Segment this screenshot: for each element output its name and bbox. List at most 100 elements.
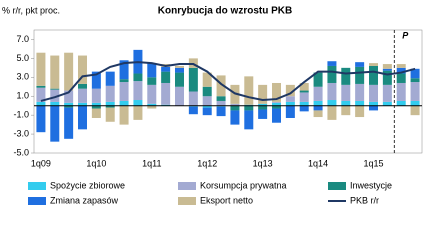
bar-segment: [382, 84, 392, 102]
bar-segment: [382, 70, 392, 85]
bar-segment: [202, 72, 212, 87]
bar-segment: [119, 100, 129, 106]
bar-segment: [355, 105, 365, 118]
bar-segment: [147, 84, 157, 104]
bar-segment: [50, 55, 60, 89]
bar-segment: [299, 90, 309, 93]
legend-label: Zmiana zapasów: [50, 195, 119, 205]
bar-segment: [105, 71, 115, 86]
bar-segment: [78, 102, 87, 106]
bar-segment: [258, 105, 268, 110]
bar-segment: [382, 68, 392, 71]
bar-segment: [285, 84, 295, 97]
bar-segment: [119, 82, 129, 101]
bar-segment: [230, 110, 240, 125]
bar-segment: [272, 102, 281, 106]
bar-segment: [355, 100, 365, 106]
y-tick-label: -3.0: [13, 128, 29, 138]
bar-segment: [327, 65, 337, 83]
legend-label: Eksport netto: [200, 195, 253, 205]
bar-segment: [369, 105, 378, 111]
y-tick-label: 3.0: [16, 72, 29, 82]
legend-label: Korsumpcja prywatna: [200, 180, 287, 190]
bar-segment: [285, 101, 295, 106]
bar-segment: [355, 83, 365, 101]
bar-segment: [36, 52, 46, 86]
bar-segment: [369, 63, 378, 66]
bar-segment: [64, 52, 74, 91]
bar-segment: [175, 72, 184, 87]
bar-segment: [64, 105, 74, 108]
bar-segment: [175, 86, 184, 106]
bar-segment: [313, 86, 323, 101]
bar-segment: [188, 67, 198, 92]
bar-segment: [410, 100, 420, 106]
legend-swatch: [28, 197, 46, 205]
bar-segment: [369, 84, 378, 102]
bar-segment: [188, 106, 198, 115]
legend-label: PKB r/r: [350, 195, 379, 205]
legend-swatch: [178, 197, 196, 205]
bar-segment: [410, 105, 420, 116]
bar-segment: [396, 64, 406, 68]
bar-segment: [230, 105, 240, 111]
bar-segment: [244, 105, 254, 111]
bar-segment: [396, 82, 406, 101]
bar-segment: [50, 101, 60, 106]
bar-segment: [341, 100, 351, 106]
bar-segment: [299, 105, 309, 112]
bar-segment: [161, 66, 171, 72]
bar-segment: [272, 82, 281, 102]
bar-segment: [161, 82, 171, 105]
chart: Konrybucja do wzrostu PKB % r/r, pkt pro…: [2, 5, 423, 205]
bar-segment: [147, 105, 157, 109]
bar-segment: [244, 76, 254, 105]
bar-segment: [64, 107, 74, 139]
bar-segment: [188, 91, 198, 106]
bar-segment: [91, 88, 101, 103]
bar-segment: [410, 82, 420, 101]
x-tick-label: 1q14: [308, 158, 328, 168]
bar-segment: [313, 110, 323, 118]
bar-segment: [369, 65, 378, 85]
bar-segment: [105, 107, 115, 122]
bar-segment: [105, 105, 115, 108]
bar-segment: [36, 101, 46, 106]
bar-segment: [369, 101, 378, 106]
y-tick-label: 7.0: [16, 34, 29, 44]
bar-segment: [285, 105, 295, 118]
bar-segment: [272, 105, 281, 109]
bar-segment: [133, 73, 143, 82]
bar-segment: [202, 105, 212, 108]
bar-segment: [341, 105, 351, 116]
bar-segment: [299, 92, 309, 102]
bar-segment: [216, 106, 226, 117]
bar-segment: [133, 81, 143, 101]
chart-title: Konrybucja do wzrostu PKB: [158, 6, 292, 17]
bar-segment: [299, 82, 309, 91]
bar-segment: [161, 71, 171, 83]
legend-label: Inwestycje: [350, 180, 392, 190]
bar-segment: [91, 102, 101, 106]
bar-segment: [36, 85, 46, 88]
x-tick-label: 1q09: [31, 158, 51, 168]
x-tick-label: 1q12: [197, 158, 217, 168]
annotation: P: [402, 30, 409, 40]
bar-segment: [327, 100, 337, 106]
bar-segment: [105, 85, 115, 102]
bar-segment: [91, 108, 101, 118]
bar-segment: [78, 88, 87, 103]
bar-segment: [396, 73, 406, 83]
bar-segment: [299, 101, 309, 106]
bar-segment: [216, 96, 226, 101]
legend-swatch: [178, 182, 196, 190]
bar-segment: [64, 90, 74, 103]
bar-segment: [119, 105, 129, 125]
bar-segment: [147, 77, 157, 85]
bar-segment: [285, 96, 295, 102]
bar-segment: [327, 82, 337, 101]
bar-segment: [355, 66, 365, 84]
bar-segment: [105, 101, 115, 106]
bar-segment: [50, 105, 60, 142]
plot-area: [33, 29, 423, 154]
